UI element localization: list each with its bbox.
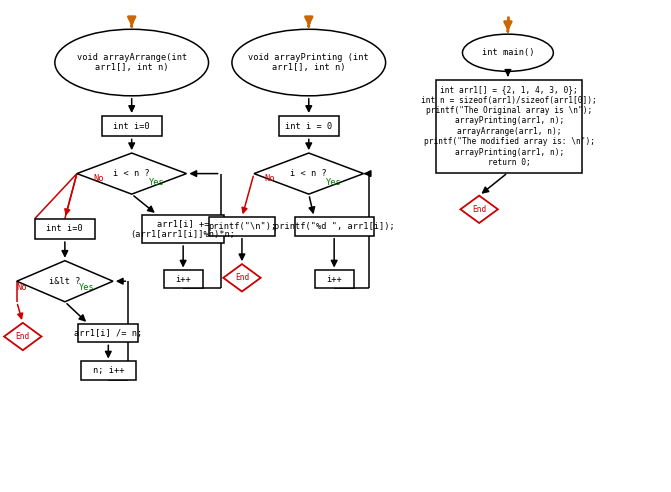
Ellipse shape [55,30,209,96]
Text: printf("%d ", arr1[i]);: printf("%d ", arr1[i]); [274,222,395,231]
Text: int i=0: int i=0 [113,122,150,131]
FancyBboxPatch shape [79,324,138,342]
Text: int main(): int main() [482,48,534,57]
Text: End: End [472,205,486,214]
Text: n; i++: n; i++ [93,366,124,375]
Text: Yes: Yes [148,178,164,187]
Text: arr1[i] /= n;: arr1[i] /= n; [74,329,142,338]
FancyBboxPatch shape [142,215,224,243]
Text: End: End [235,273,249,282]
Text: arr1[i] +=
(arr1[arr1[i]]%n)*n;: arr1[i] += (arr1[arr1[i]]%n)*n; [131,219,236,239]
Text: printf("\n");: printf("\n"); [208,222,276,231]
Text: i++: i++ [175,275,191,284]
Polygon shape [223,264,260,291]
Ellipse shape [462,34,554,71]
Polygon shape [77,153,187,194]
FancyBboxPatch shape [315,271,354,288]
Text: int i = 0: int i = 0 [285,122,332,131]
Text: int i=0: int i=0 [46,224,83,233]
Polygon shape [254,153,364,194]
FancyBboxPatch shape [81,362,136,380]
Text: No: No [93,175,103,184]
FancyBboxPatch shape [278,116,339,136]
Text: int arr1[] = {2, 1, 4, 3, 0};
int n = sizeof(arr1)/sizeof(arr1[0]);
printf("The : int arr1[] = {2, 1, 4, 3, 0}; int n = si… [421,85,597,167]
Text: No: No [16,283,27,292]
Text: i++: i++ [326,275,342,284]
FancyBboxPatch shape [209,217,274,236]
Text: i&lt ?: i&lt ? [49,277,81,286]
Text: Yes: Yes [326,178,342,187]
Text: i < n ?: i < n ? [291,169,327,178]
FancyBboxPatch shape [164,271,203,288]
Polygon shape [460,196,498,223]
Text: Yes: Yes [79,283,95,292]
FancyBboxPatch shape [35,218,95,239]
Polygon shape [17,261,113,302]
Text: End: End [15,332,30,341]
Text: i < n ?: i < n ? [113,169,150,178]
FancyBboxPatch shape [295,217,374,236]
Text: No: No [265,175,275,184]
Ellipse shape [232,30,386,96]
FancyBboxPatch shape [101,116,162,136]
Polygon shape [4,323,42,350]
FancyBboxPatch shape [436,80,582,173]
Text: void arrayPrinting (int
arr1[], int n): void arrayPrinting (int arr1[], int n) [248,53,369,72]
Text: void arrayArrange(int
arr1[], int n): void arrayArrange(int arr1[], int n) [76,53,187,72]
